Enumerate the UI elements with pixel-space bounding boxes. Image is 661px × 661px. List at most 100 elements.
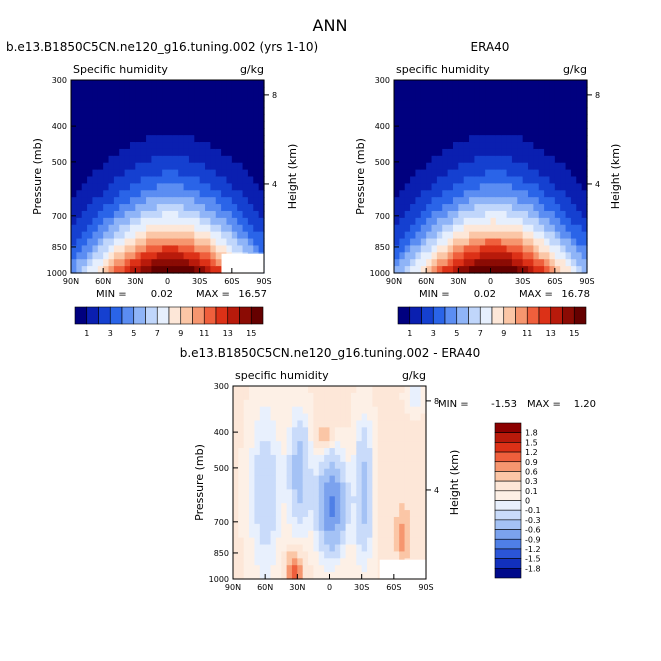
field-cell: [254, 427, 261, 435]
field-cell: [469, 204, 476, 212]
field-cell: [367, 386, 373, 394]
field-cell: [409, 510, 416, 518]
colorbar-label: -1.5: [525, 555, 541, 564]
field-cell: [233, 406, 239, 415]
field-cell: [329, 434, 336, 442]
field-cell: [167, 238, 174, 247]
field-cell: [570, 121, 577, 129]
field-cell: [76, 266, 83, 274]
field-cell: [281, 489, 288, 497]
field-cell: [178, 245, 185, 253]
field-cell: [87, 107, 94, 116]
field-cell: [71, 169, 77, 178]
field-cell: [238, 551, 245, 559]
max-value: 16.78: [561, 289, 590, 300]
field-cell: [581, 86, 588, 95]
field-cell: [247, 238, 254, 247]
field-cell: [221, 238, 228, 247]
field-cell: [286, 496, 293, 504]
field-cell: [431, 169, 438, 178]
field-cell: [275, 392, 282, 401]
field-cell: [238, 572, 245, 580]
field-cell: [172, 183, 179, 191]
field-cell: [81, 259, 88, 267]
field-cell: [297, 530, 304, 539]
field-cell: [188, 266, 195, 274]
field-cell: [103, 114, 110, 122]
field-cell: [447, 80, 454, 88]
field-cell: [286, 392, 293, 401]
field-cell: [420, 441, 427, 449]
field-cell: [394, 224, 400, 233]
field-cell: [308, 468, 315, 477]
field-cell: [243, 530, 250, 539]
field-cell: [247, 114, 254, 122]
field-cell: [415, 224, 422, 233]
field-cell: [356, 537, 363, 546]
field-cell: [426, 155, 433, 164]
field-cell: [297, 558, 304, 566]
field-cell: [404, 169, 411, 178]
field-cell: [522, 176, 529, 184]
field-cell: [436, 162, 443, 171]
field-cell: [340, 420, 347, 428]
field-cell: [538, 204, 545, 212]
field-cell: [76, 148, 83, 157]
field-cell: [258, 245, 265, 253]
field-cell: [367, 420, 373, 428]
field-cell: [226, 142, 233, 150]
field-cell: [361, 420, 368, 428]
field-cell: [474, 142, 481, 150]
field-cell: [97, 217, 104, 226]
field-cell: [394, 100, 400, 109]
field-cell: [485, 100, 492, 109]
field-cell: [570, 107, 577, 116]
field-cell: [183, 176, 190, 184]
field-cell: [237, 204, 244, 212]
field-cell: [442, 148, 449, 157]
field-cell: [172, 231, 179, 240]
field-cell: [394, 148, 400, 157]
field-cell: [399, 155, 406, 164]
field-cell: [258, 238, 265, 247]
field-cell: [410, 245, 417, 253]
field-cell: [538, 80, 545, 88]
field-cell: [485, 204, 492, 212]
field-cell: [249, 489, 256, 497]
field-cell: [156, 80, 163, 88]
field-cell: [372, 454, 379, 463]
field-cell: [399, 482, 406, 490]
field-cell: [522, 197, 529, 205]
field-cell: [103, 231, 110, 240]
field-cell: [108, 238, 115, 247]
field-cell: [291, 420, 298, 428]
field-cell: [383, 441, 390, 449]
field-cell: [377, 461, 384, 470]
field-cell: [560, 135, 567, 143]
field-cell: [576, 80, 583, 88]
field-cell: [372, 386, 379, 394]
field-cell: [511, 135, 518, 143]
field-cell: [215, 252, 222, 260]
field-cell: [167, 183, 174, 191]
field-cell: [565, 217, 572, 226]
field-cell: [511, 259, 518, 267]
field-cell: [183, 80, 190, 88]
field-cell: [426, 259, 433, 267]
field-cell: [565, 231, 572, 240]
field-cell: [238, 420, 245, 428]
field-cell: [324, 441, 331, 449]
field-cell: [447, 183, 454, 191]
field-cell: [124, 183, 131, 191]
field-cell: [178, 142, 185, 150]
field-cell: [538, 190, 545, 198]
field-cell: [350, 434, 357, 442]
field-cell: [119, 238, 126, 247]
field-cell: [377, 448, 384, 456]
field-cell: [308, 565, 315, 573]
field-cell: [356, 461, 363, 470]
field-cell: [81, 135, 88, 143]
field-cell: [474, 155, 481, 164]
field-cell: [361, 392, 368, 401]
field-cell: [490, 162, 497, 171]
